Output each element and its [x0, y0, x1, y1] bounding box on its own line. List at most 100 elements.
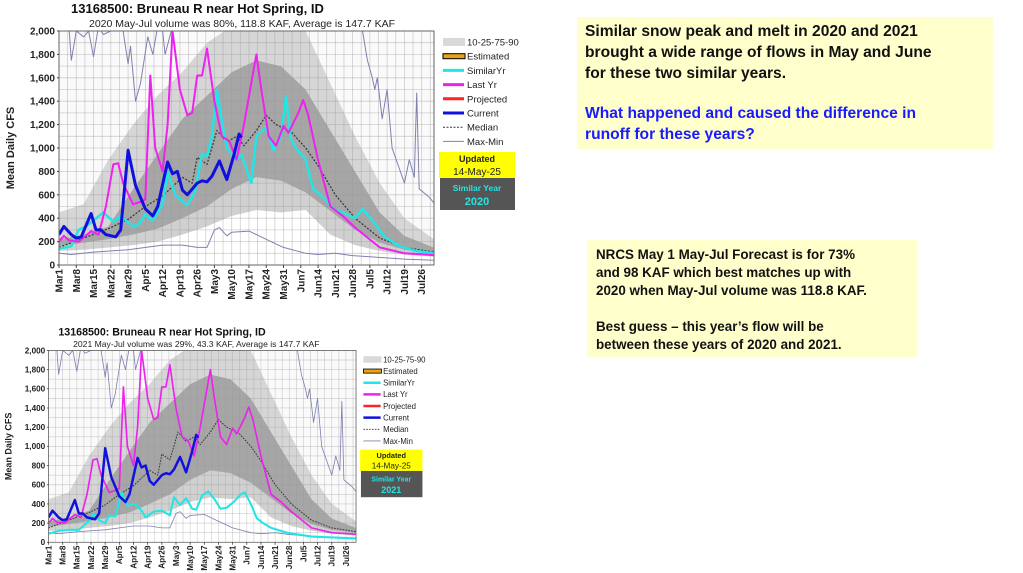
similar-year-label: Similar Year: [371, 477, 411, 484]
note-line: Similar snow peak and melt in 2020 and 2…: [585, 23, 918, 40]
x-tick-label: Jul26: [342, 545, 351, 566]
x-tick-label: May31: [279, 269, 290, 300]
x-tick-label: Apr26: [158, 545, 167, 569]
x-tick-label: Jun7: [296, 269, 307, 293]
legend-swatch-band: [363, 356, 382, 363]
legend-swatch-band: [443, 38, 465, 46]
legend-swatch-estimated: [362, 368, 382, 374]
note-line: and 98 KAF which best matches up with: [596, 265, 852, 280]
note-line: for these two similar years.: [585, 64, 787, 82]
similar-year-box: [360, 470, 423, 498]
snow-peak-comparison-note: Similar snow peak and melt in 2020 and 2…: [577, 17, 993, 149]
x-tick-label: Jul5: [365, 269, 376, 289]
note-line: between these years of 2020 and 2021.: [596, 337, 842, 352]
y-tick-label: 2,000: [30, 27, 55, 38]
x-tick-label: Mar29: [101, 545, 110, 569]
updated-box: [439, 152, 515, 178]
x-tick-label: Jun14: [257, 545, 266, 569]
legend-label: SimilarYr: [383, 379, 415, 388]
x-tick-label: Mar22: [106, 269, 117, 298]
similar-year-value: 2020: [465, 196, 489, 208]
series-line-similaryr: [59, 88, 434, 255]
x-tick-label: May24: [214, 545, 223, 570]
band-p10-p25: [59, 177, 434, 257]
band-p75-p90: [59, 31, 434, 248]
series-line-min: [59, 227, 434, 261]
y-tick-label: 800: [38, 167, 55, 178]
question-line: runoff for these years?: [585, 126, 755, 144]
band-p75-p90: [48, 350, 357, 528]
legend-swatch-estimated: [442, 53, 466, 60]
x-tick-label: Apr19: [144, 545, 153, 569]
note-line: 2020 when May-Jul volume was 118.8 KAF.: [596, 283, 867, 298]
x-tick-label: Apr5: [141, 269, 152, 292]
x-tick-label: Mar8: [72, 269, 83, 293]
band-p10-p25: [48, 470, 357, 536]
y-tick-label: 1,600: [25, 385, 46, 394]
y-tick-label: 200: [38, 237, 55, 248]
legend-label: Estimated: [467, 52, 509, 63]
streamflow-chart-2021: 0 200 400 600 800 1,000 1,200 1,400 1,600 1,800 2,…: [4, 327, 427, 571]
updated-date: 14-May-25: [453, 167, 501, 178]
x-tick-label: May17: [244, 269, 255, 300]
x-tick-label: Mar1: [55, 269, 66, 293]
x-tick-label: Apr12: [158, 269, 169, 298]
x-tick-label: Jun14: [314, 269, 325, 298]
x-tick-label: Jul26: [417, 269, 428, 295]
legend-label: Last Yr: [383, 390, 408, 399]
x-tick-label: May3: [172, 545, 181, 566]
forecast-note: NRCS May 1 May-Jul Forecast is for 73% a…: [587, 240, 917, 357]
y-axis-label: Mean Daily CFS: [5, 107, 17, 190]
similar-year-box: [440, 178, 515, 210]
series-line-last-yr: [59, 31, 434, 257]
x-tick-label: Jul19: [400, 269, 411, 295]
x-tick-label: Mar1: [44, 545, 53, 565]
y-tick-label: 200: [32, 519, 46, 528]
y-tick-label: 1,400: [25, 404, 46, 413]
y-tick-label: 400: [32, 500, 46, 509]
legend-label: Max-Min: [383, 437, 413, 446]
x-tick-label: Jun28: [348, 269, 359, 298]
updated-label: Updated: [377, 451, 407, 460]
x-tick-label: Apr5: [115, 545, 124, 564]
x-tick-label: Apr26: [193, 269, 204, 298]
question-line: What happened and caused the difference …: [585, 105, 916, 123]
x-tick-label: May17: [200, 545, 209, 570]
legend-label: Projected: [467, 94, 507, 105]
y-tick-label: 1,800: [25, 365, 46, 374]
y-tick-label: 0: [49, 261, 55, 272]
legend-label: Median: [467, 123, 498, 134]
x-tick-label: Jul19: [328, 545, 337, 566]
x-tick-label: Jul12: [383, 269, 394, 295]
plot-area: [48, 350, 357, 543]
x-tick-label: May10: [186, 545, 195, 570]
series-line-min: [48, 511, 357, 539]
y-tick-label: 1,800: [30, 50, 55, 61]
y-tick-label: 1,400: [30, 97, 55, 108]
chart-subtitle: 2021 May-Jul volume was 29%, 43.3 KAF, A…: [73, 339, 319, 349]
series-line-similaryr: [48, 490, 357, 540]
y-tick-label: 1,600: [30, 73, 55, 84]
note-line: NRCS May 1 May-Jul Forecast is for 73%: [596, 247, 855, 262]
x-tick-label: May24: [262, 269, 273, 300]
y-tick-label: 2,000: [25, 346, 46, 355]
x-tick-label: Jul12: [313, 545, 322, 566]
legend-label: Last Yr: [467, 80, 497, 91]
x-tick-label: Apr19: [175, 269, 186, 298]
band-p25-p75: [48, 374, 357, 533]
x-tick-label: Mar15: [89, 269, 100, 298]
y-tick-label: 400: [38, 214, 55, 225]
y-tick-label: 1,000: [25, 442, 46, 451]
legend-label: Median: [383, 425, 409, 434]
y-axis-label: Mean Daily CFS: [4, 413, 14, 481]
plot-area: [59, 31, 434, 265]
chart-title: 13168500: Bruneau R near Hot Spring, ID: [71, 1, 324, 16]
x-tick-label: Jun28: [285, 545, 294, 569]
legend-label: 10-25-75-90: [383, 355, 426, 364]
y-tick-label: 600: [32, 481, 46, 490]
series-line-current: [59, 132, 243, 240]
updated-label: Updated: [459, 154, 495, 164]
x-tick-label: Jun21: [331, 269, 342, 298]
streamflow-chart-2020: 0 200 400 600 800 1,000 1,200 1,400 1,600 1,800 2,…: [5, 1, 519, 300]
x-tick-label: Jun21: [271, 545, 280, 569]
